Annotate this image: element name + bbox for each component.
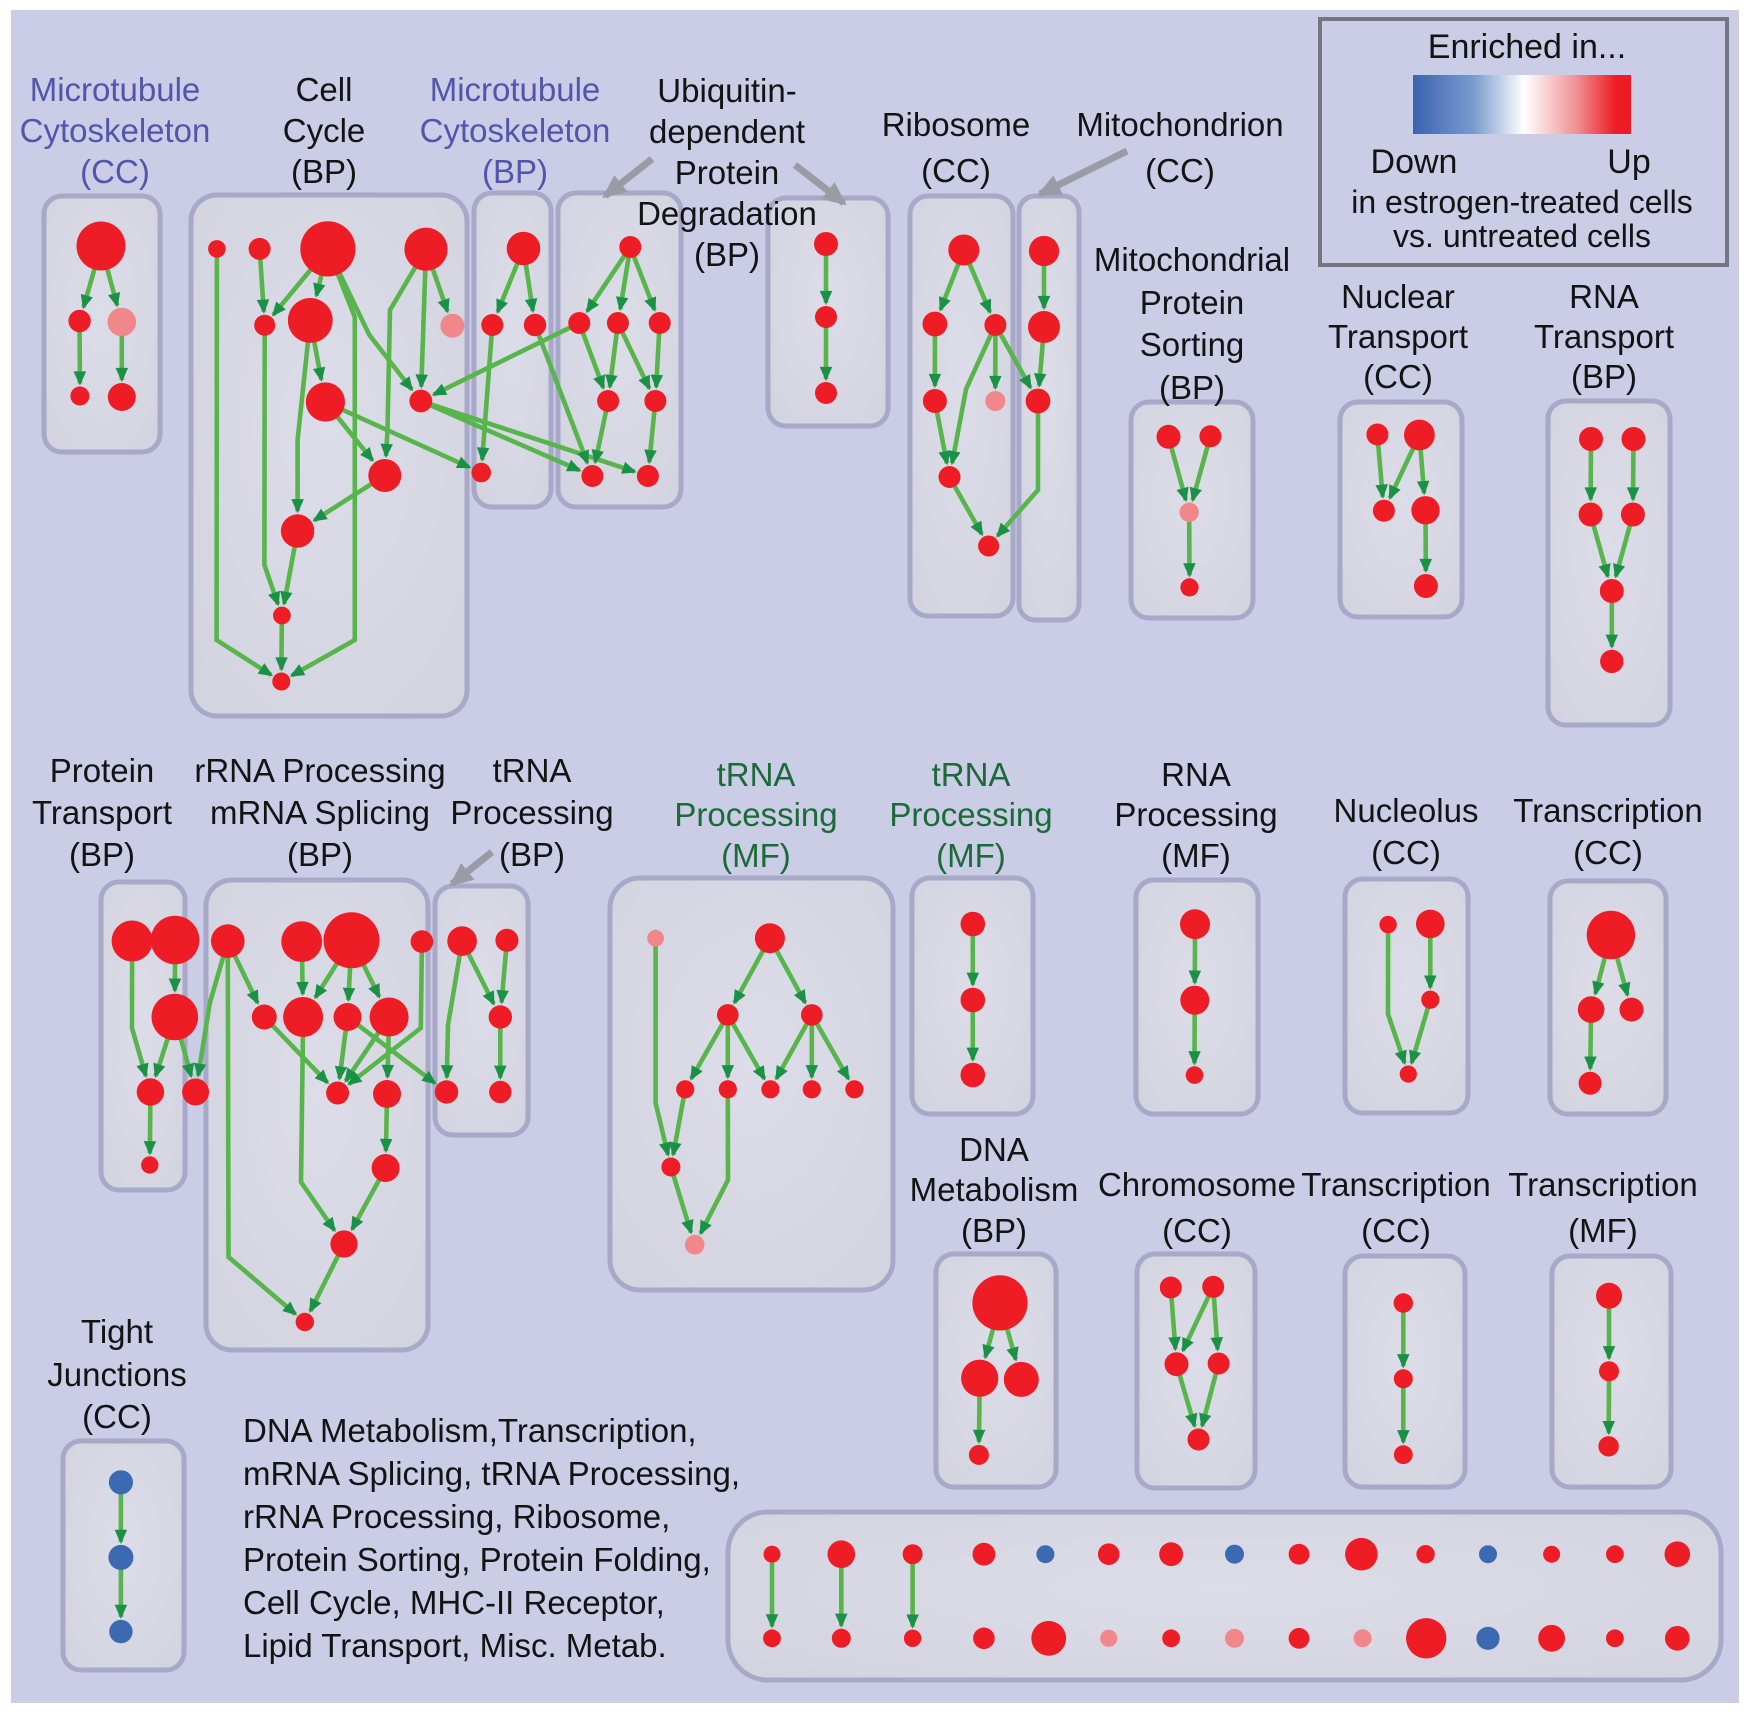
- svg-text:Processing: Processing: [1114, 796, 1277, 833]
- svg-text:Processing: Processing: [674, 796, 837, 833]
- svg-text:Cytoskeleton: Cytoskeleton: [420, 112, 611, 149]
- svg-text:Transport: Transport: [1328, 318, 1468, 355]
- svg-text:Processing: Processing: [450, 794, 613, 831]
- svg-text:(CC): (CC): [1371, 834, 1441, 871]
- svg-text:(BP): (BP): [291, 153, 357, 190]
- svg-text:Cycle: Cycle: [283, 112, 366, 149]
- svg-text:Mitochondrial: Mitochondrial: [1094, 241, 1290, 278]
- svg-text:Nuclear: Nuclear: [1341, 278, 1455, 315]
- svg-text:(BP): (BP): [69, 836, 135, 873]
- svg-text:(CC): (CC): [80, 153, 150, 190]
- svg-text:Transcription: Transcription: [1301, 1166, 1491, 1203]
- svg-text:Transcription: Transcription: [1513, 792, 1703, 829]
- svg-text:(MF): (MF): [936, 837, 1006, 874]
- svg-text:(CC): (CC): [82, 1398, 152, 1435]
- svg-text:Cell Cycle, MHC-II Receptor,: Cell Cycle, MHC-II Receptor,: [243, 1584, 665, 1621]
- svg-text:Microtubule: Microtubule: [430, 71, 601, 108]
- svg-text:Cytoskeleton: Cytoskeleton: [20, 112, 211, 149]
- svg-text:RNA: RNA: [1569, 278, 1639, 315]
- svg-text:Metabolism: Metabolism: [910, 1171, 1079, 1208]
- svg-text:Sorting: Sorting: [1140, 326, 1245, 363]
- svg-text:Tight: Tight: [81, 1313, 153, 1350]
- svg-text:tRNA: tRNA: [717, 756, 796, 793]
- svg-text:(BP): (BP): [1159, 369, 1225, 406]
- svg-text:Chromosome: Chromosome: [1098, 1166, 1296, 1203]
- svg-text:Protein: Protein: [50, 752, 155, 789]
- svg-text:Nucleolus: Nucleolus: [1334, 792, 1479, 829]
- svg-text:Enriched in...: Enriched in...: [1428, 28, 1626, 66]
- svg-text:(BP): (BP): [961, 1212, 1027, 1249]
- svg-text:vs. untreated cells: vs. untreated cells: [1393, 218, 1651, 254]
- svg-text:Lipid Transport, Misc. Metab.: Lipid Transport, Misc. Metab.: [243, 1627, 667, 1664]
- svg-text:(BP): (BP): [499, 836, 565, 873]
- svg-text:(CC): (CC): [1573, 834, 1643, 871]
- svg-text:(CC): (CC): [1363, 358, 1433, 395]
- svg-text:Down: Down: [1371, 143, 1458, 181]
- svg-text:Transport: Transport: [1534, 318, 1674, 355]
- svg-text:(MF): (MF): [1568, 1212, 1638, 1249]
- svg-text:tRNA: tRNA: [932, 756, 1011, 793]
- svg-text:tRNA: tRNA: [493, 752, 572, 789]
- svg-text:Junctions: Junctions: [47, 1356, 186, 1393]
- svg-text:(CC): (CC): [921, 152, 991, 189]
- svg-text:in estrogen-treated cells: in estrogen-treated cells: [1351, 184, 1693, 220]
- svg-text:Protein: Protein: [1140, 284, 1245, 321]
- svg-text:(BP): (BP): [287, 836, 353, 873]
- svg-text:Ribosome: Ribosome: [882, 106, 1031, 143]
- svg-text:DNA: DNA: [959, 1131, 1029, 1168]
- svg-text:RNA: RNA: [1161, 756, 1231, 793]
- svg-text:(CC): (CC): [1162, 1212, 1232, 1249]
- svg-text:(BP): (BP): [482, 153, 548, 190]
- svg-text:Transport: Transport: [32, 794, 172, 831]
- svg-text:(BP): (BP): [1571, 358, 1637, 395]
- svg-text:(MF): (MF): [1161, 837, 1231, 874]
- svg-text:(BP): (BP): [694, 236, 760, 273]
- svg-text:mRNA Splicing: mRNA Splicing: [210, 794, 430, 831]
- svg-text:Degradation: Degradation: [637, 195, 817, 232]
- svg-text:(MF): (MF): [721, 837, 791, 874]
- svg-text:DNA Metabolism,Transcription,: DNA Metabolism,Transcription,: [243, 1412, 697, 1449]
- svg-text:Microtubule: Microtubule: [30, 71, 201, 108]
- svg-text:(CC): (CC): [1145, 152, 1215, 189]
- svg-text:Protein: Protein: [675, 154, 780, 191]
- svg-text:dependent: dependent: [649, 113, 805, 150]
- svg-text:Transcription: Transcription: [1508, 1166, 1698, 1203]
- svg-text:rRNA Processing: rRNA Processing: [194, 752, 445, 789]
- svg-text:Protein Sorting, Protein Foldi: Protein Sorting, Protein Folding,: [243, 1541, 711, 1578]
- svg-text:Processing: Processing: [889, 796, 1052, 833]
- svg-text:(CC): (CC): [1361, 1212, 1431, 1249]
- svg-text:rRNA Processing, Ribosome,: rRNA Processing, Ribosome,: [243, 1498, 670, 1535]
- svg-text:Ubiquitin-: Ubiquitin-: [657, 72, 796, 109]
- svg-text:Cell: Cell: [296, 71, 353, 108]
- svg-text:Up: Up: [1607, 143, 1650, 181]
- svg-text:Mitochondrion: Mitochondrion: [1076, 106, 1283, 143]
- svg-text:mRNA Splicing, tRNA Processing: mRNA Splicing, tRNA Processing,: [243, 1455, 740, 1492]
